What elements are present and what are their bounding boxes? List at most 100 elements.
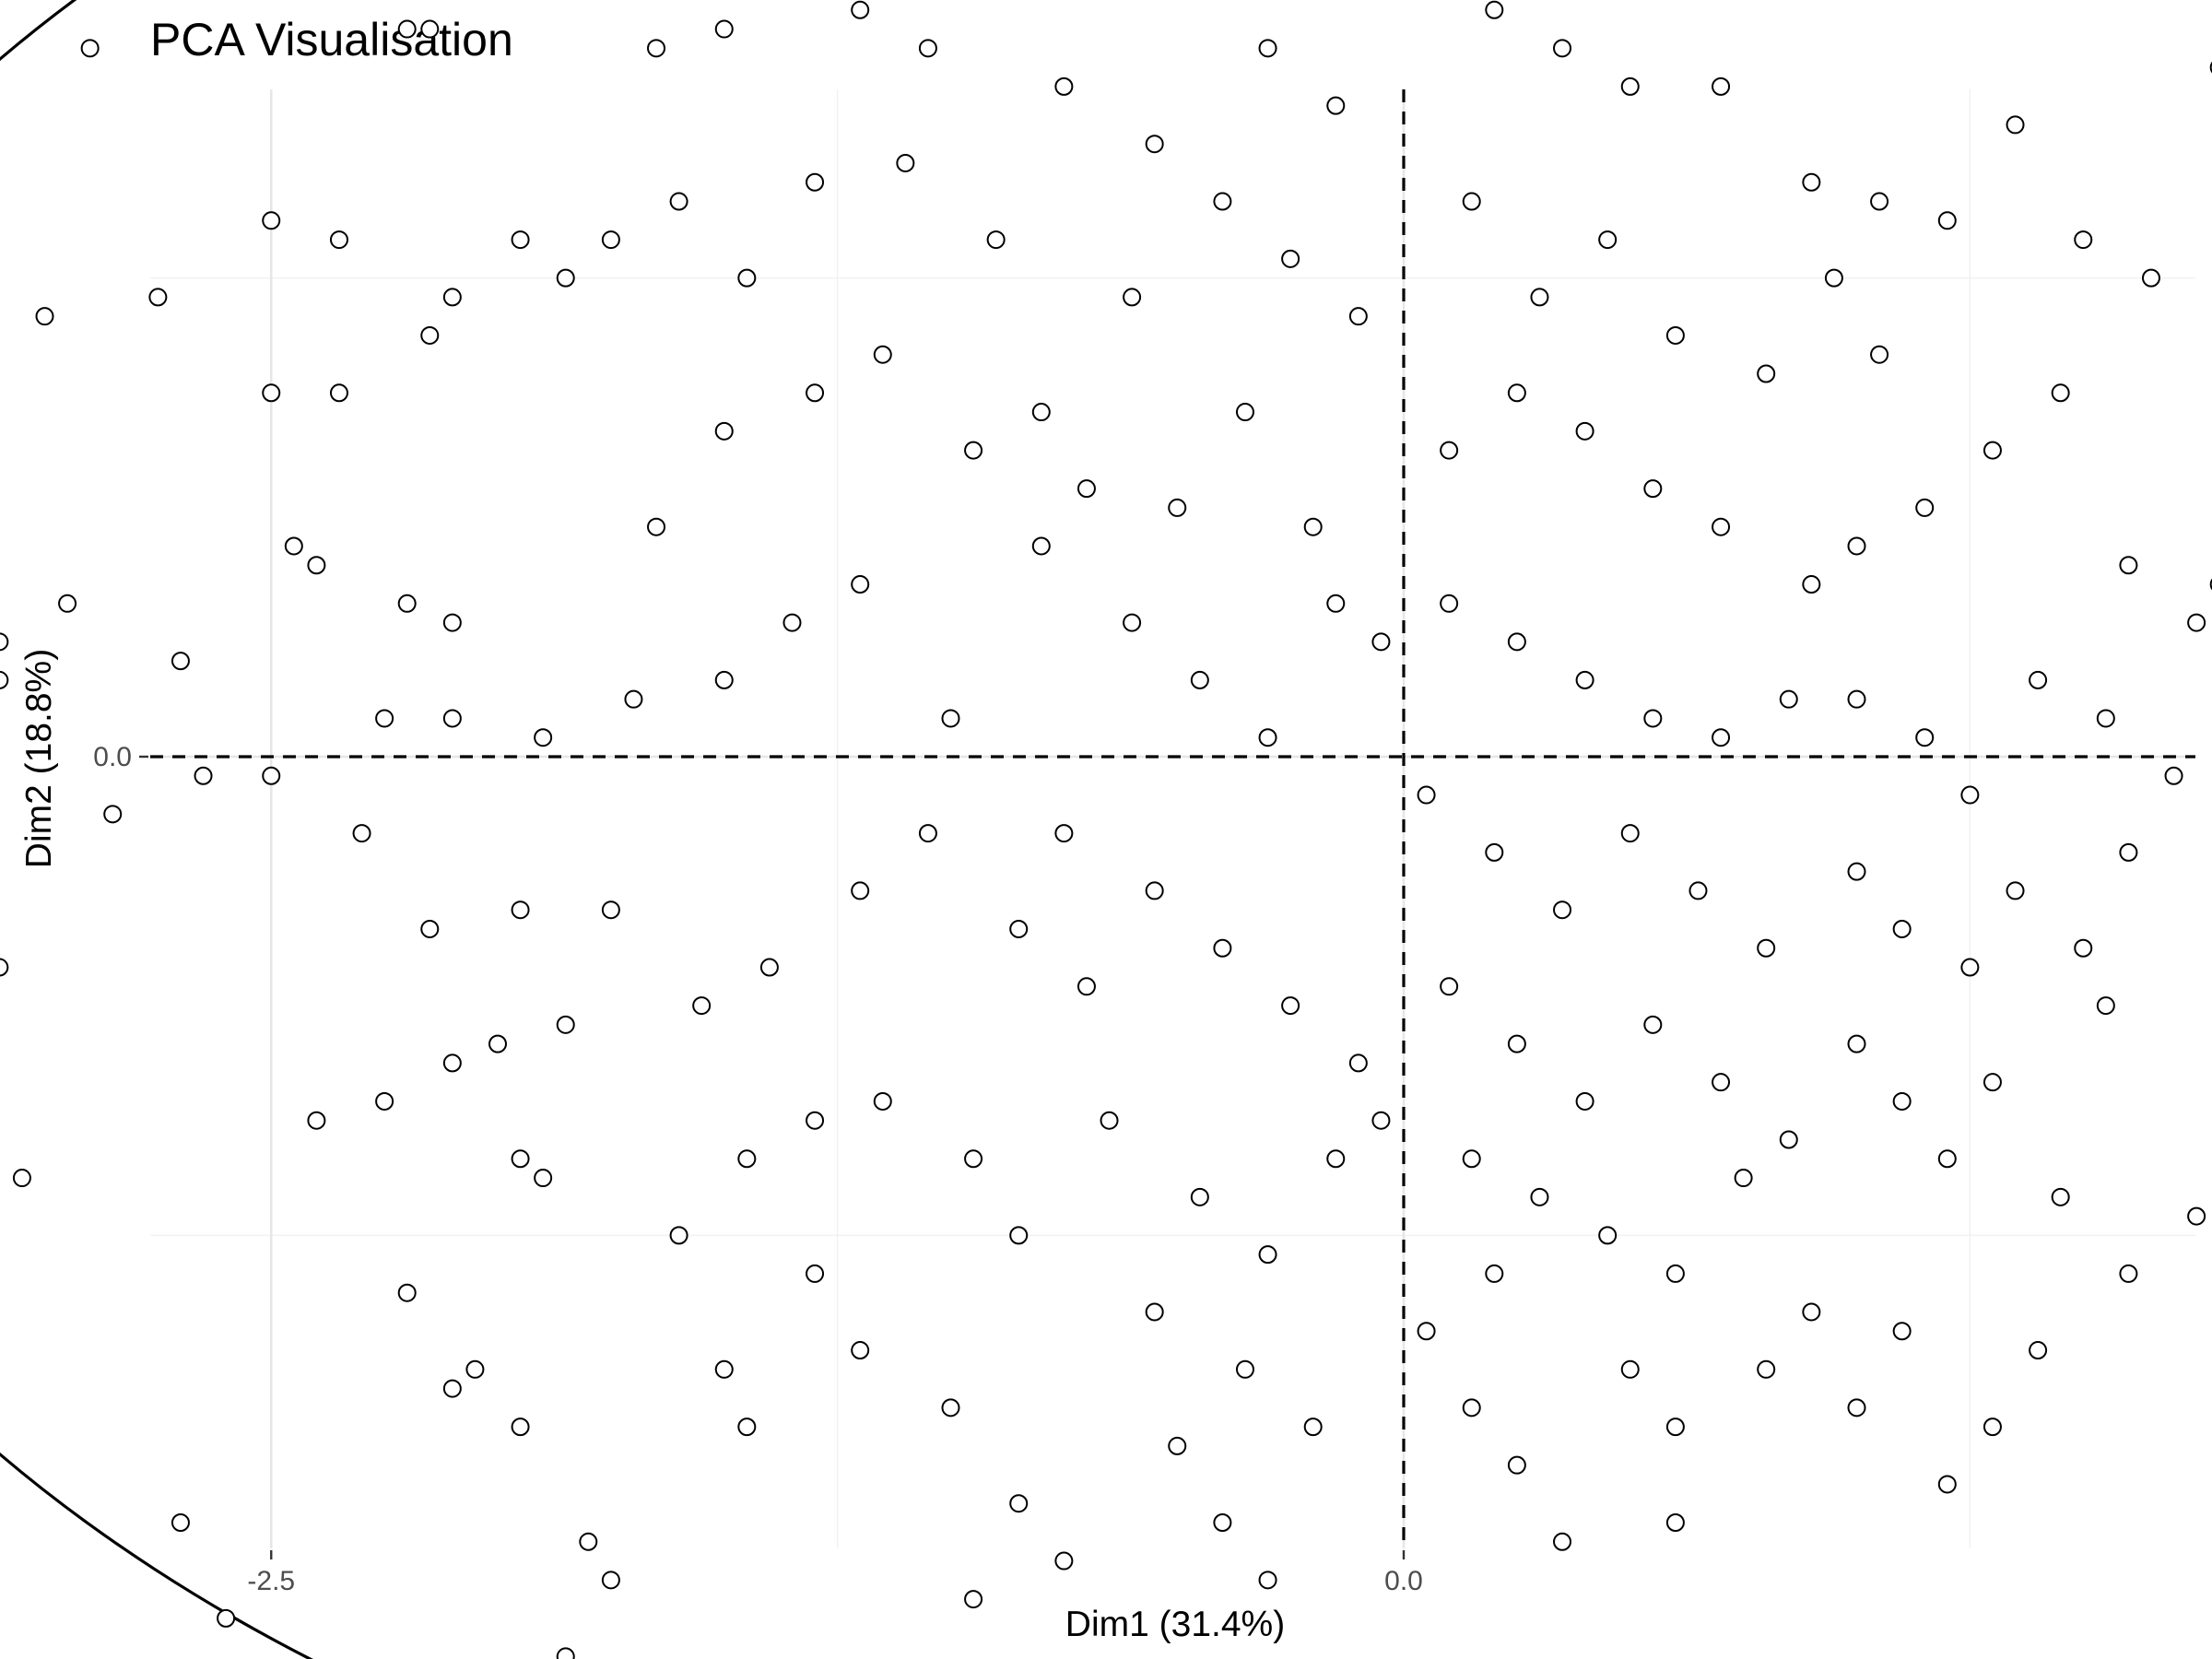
data-point — [442, 288, 462, 307]
data-point — [692, 996, 712, 1016]
data-point — [669, 1226, 688, 1245]
data-point — [442, 709, 462, 728]
data-point — [1870, 345, 1889, 364]
data-point — [1281, 249, 1300, 268]
data-point — [511, 900, 530, 920]
x-tick-label: -2.5 — [247, 1566, 295, 1596]
data-point — [941, 1398, 960, 1418]
data-point — [647, 517, 666, 536]
data-point — [1326, 96, 1346, 115]
data-point — [737, 1149, 757, 1169]
data-point — [1440, 594, 1459, 613]
data-point — [2119, 1264, 2138, 1283]
data-point — [1575, 1091, 1594, 1111]
data-point — [806, 1264, 825, 1283]
data-point — [1031, 403, 1051, 422]
data-point — [2029, 670, 2048, 689]
data-point — [1009, 919, 1029, 938]
data-point — [1507, 632, 1526, 652]
data-point — [1009, 1494, 1029, 1513]
data-point — [986, 230, 1006, 250]
data-point — [1440, 977, 1459, 996]
data-point — [1462, 192, 1481, 211]
data-point — [511, 1418, 530, 1437]
data-point — [896, 153, 915, 172]
data-point — [1575, 670, 1594, 689]
data-point — [1892, 1091, 1912, 1111]
data-point — [806, 383, 825, 403]
data-point — [1983, 441, 2002, 460]
data-point — [80, 39, 100, 58]
data-point — [0, 632, 9, 652]
data-point — [420, 325, 440, 345]
data-point — [171, 652, 190, 671]
x-axis-title: Dim1 (31.4%) — [1065, 1605, 1285, 1644]
data-point — [1303, 1418, 1323, 1437]
data-point — [1054, 1551, 1074, 1571]
data-point — [1757, 1359, 1776, 1379]
data-point — [171, 1513, 190, 1532]
data-point — [601, 230, 620, 250]
data-point — [806, 172, 825, 192]
data-point — [103, 805, 123, 824]
data-point — [1507, 1034, 1526, 1053]
data-point — [1665, 1264, 1685, 1283]
data-point — [941, 709, 960, 728]
data-point — [1847, 1034, 1866, 1053]
data-point — [2096, 709, 2115, 728]
data-point — [375, 1091, 394, 1111]
data-point — [442, 613, 462, 632]
data-point — [1983, 1073, 2002, 1092]
data-point — [1462, 1149, 1481, 1169]
data-point — [737, 1418, 757, 1437]
data-point — [465, 1359, 485, 1379]
data-point — [1440, 441, 1459, 460]
data-point — [1937, 1475, 1957, 1494]
data-point — [534, 1169, 553, 1188]
data-point — [579, 1532, 598, 1551]
data-point — [1235, 403, 1254, 422]
data-point — [1665, 325, 1685, 345]
data-point — [1168, 1436, 1187, 1455]
data-point — [1620, 76, 1640, 96]
data-point — [1937, 1149, 1957, 1169]
data-point — [2006, 115, 2025, 135]
data-point — [1553, 1532, 1572, 1551]
data-point — [420, 919, 440, 938]
data-point — [442, 1053, 462, 1073]
data-point — [759, 958, 779, 977]
data-point — [284, 536, 303, 556]
data-point — [307, 556, 326, 575]
data-point — [964, 441, 983, 460]
data-point — [2051, 1187, 2070, 1206]
data-point — [1802, 1302, 1821, 1322]
data-point — [262, 383, 281, 403]
data-point — [2187, 1206, 2206, 1226]
data-point — [873, 1091, 892, 1111]
data-point — [1643, 479, 1663, 499]
data-point — [352, 824, 371, 843]
data-point — [1712, 728, 1731, 747]
data-point — [1031, 536, 1051, 556]
data-point — [1712, 76, 1731, 96]
data-point — [1123, 613, 1142, 632]
data-point — [262, 211, 281, 230]
data-point — [714, 421, 734, 441]
data-point — [1757, 364, 1776, 383]
data-point — [1077, 977, 1096, 996]
data-point — [1417, 1322, 1436, 1341]
data-point — [1303, 517, 1323, 536]
data-point — [1665, 1513, 1685, 1532]
data-point — [1802, 172, 1821, 192]
data-point — [1417, 785, 1436, 805]
data-point — [2119, 842, 2138, 862]
data-point — [1712, 1073, 1731, 1092]
data-point — [669, 192, 688, 211]
chart-title: PCA Visualisation — [150, 14, 513, 65]
